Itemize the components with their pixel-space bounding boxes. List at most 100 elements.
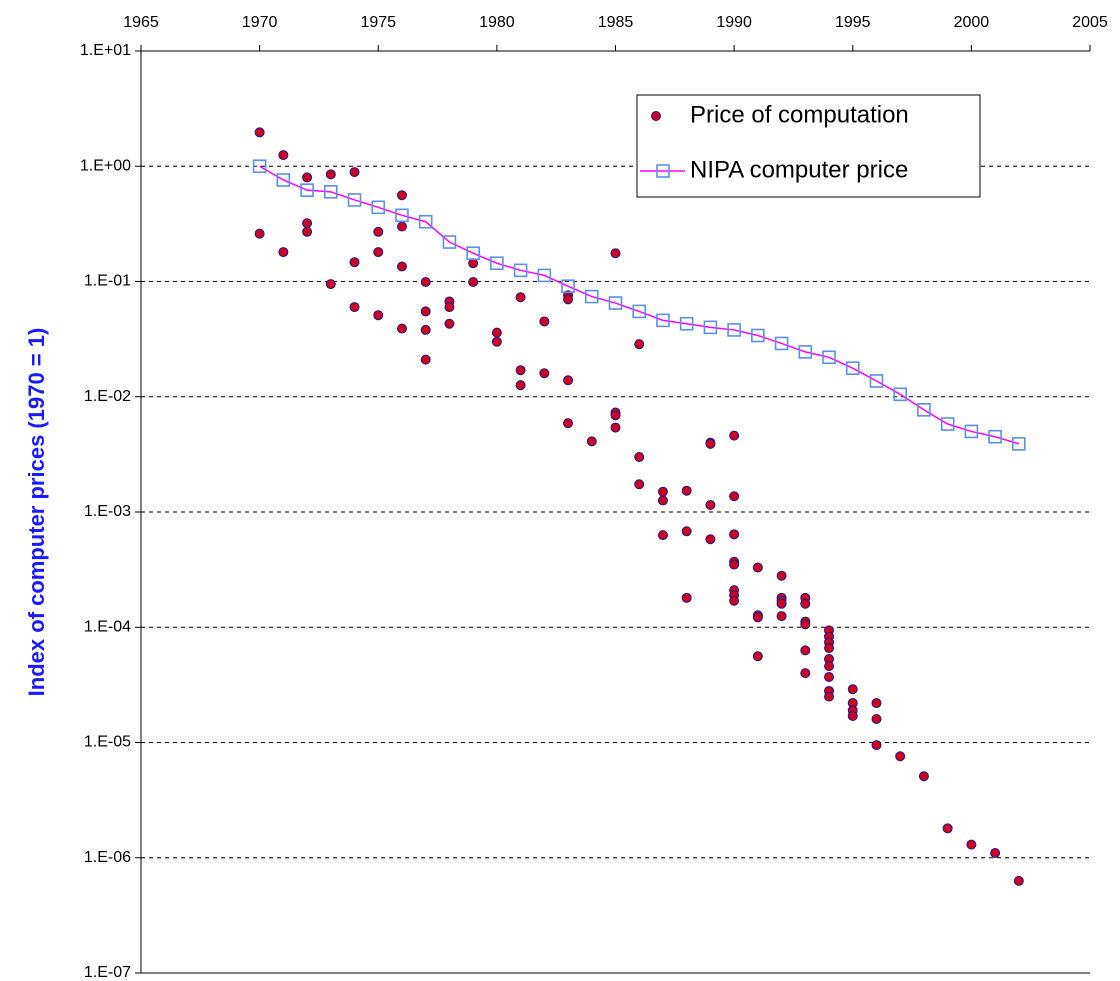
y-tick-label: 1.E-06 <box>84 849 131 866</box>
x-tick-label: 1990 <box>716 14 752 31</box>
legend-box <box>636 94 981 198</box>
line-marker <box>608 296 623 310</box>
x-tick-label: 1980 <box>479 14 515 31</box>
line-marker <box>822 350 836 365</box>
line-marker <box>656 313 670 328</box>
y-tick-label: 1.E-07 <box>84 964 131 981</box>
data-point <box>278 150 289 161</box>
line-marker <box>798 345 813 359</box>
y-tick-label: 1.E-01 <box>84 273 131 290</box>
data-point <box>847 684 858 695</box>
data-point <box>824 643 835 654</box>
data-point <box>942 823 953 834</box>
line-marker <box>774 336 789 351</box>
legend-label: Price of computation <box>690 101 909 128</box>
data-point <box>966 839 977 850</box>
data-point <box>444 302 455 313</box>
data-point <box>278 247 289 258</box>
data-point <box>396 261 407 272</box>
data-point <box>302 226 313 237</box>
line-marker <box>300 183 314 197</box>
data-point <box>325 169 336 180</box>
data-point <box>396 221 407 232</box>
x-tick-label: 2005 <box>1072 14 1108 31</box>
line-marker <box>893 387 908 402</box>
data-point <box>373 247 384 258</box>
line-marker <box>845 361 860 375</box>
data-point <box>420 354 431 365</box>
data-point <box>705 500 716 511</box>
line-marker <box>964 424 979 439</box>
data-point <box>634 479 645 490</box>
line-marker <box>371 200 386 215</box>
data-point <box>586 436 597 447</box>
data-point <box>895 751 906 762</box>
line-marker <box>276 173 291 187</box>
data-point <box>729 491 740 502</box>
data-point <box>800 645 811 656</box>
y-tick-label: 1.E+01 <box>80 42 131 59</box>
legend-label: NIPA computer price <box>690 156 908 183</box>
data-point <box>990 847 1001 858</box>
data-point <box>681 485 692 496</box>
data-point <box>373 310 384 321</box>
legend-marker <box>651 111 661 121</box>
data-point <box>539 316 550 327</box>
data-point <box>824 672 835 683</box>
data-point <box>871 713 882 724</box>
data-point <box>847 710 858 721</box>
line-marker <box>940 417 955 431</box>
data-point <box>373 226 384 237</box>
data-line <box>259 165 1020 445</box>
data-point <box>681 592 692 603</box>
data-point <box>824 661 835 672</box>
data-point <box>871 740 882 751</box>
y-tick-label: 1.E-02 <box>84 388 131 405</box>
data-point <box>610 410 621 421</box>
data-point <box>705 438 716 449</box>
data-point <box>729 559 740 570</box>
line-marker <box>751 328 765 343</box>
legend-marker <box>656 164 670 178</box>
y-axis-label: Index of computer prices (1970 = 1) <box>24 328 49 697</box>
x-tick-label: 1975 <box>360 14 396 31</box>
data-point <box>515 365 526 376</box>
data-point <box>729 595 740 606</box>
x-tick-label: 1970 <box>242 14 278 31</box>
data-point <box>824 691 835 702</box>
line-marker <box>1012 437 1026 451</box>
data-point <box>349 257 360 268</box>
line-marker <box>418 214 433 229</box>
data-point <box>515 292 526 303</box>
data-point <box>539 368 550 379</box>
data-point <box>349 302 360 313</box>
data-point <box>752 612 763 623</box>
x-tick-label: 1985 <box>598 14 634 31</box>
data-point <box>563 375 574 386</box>
data-point <box>752 651 763 662</box>
data-point <box>491 336 502 347</box>
data-point <box>657 530 668 541</box>
data-point <box>1013 875 1024 886</box>
y-tick-label: 1.E-04 <box>84 618 131 635</box>
data-point <box>515 380 526 391</box>
line-marker <box>347 193 362 207</box>
line-marker <box>490 256 504 271</box>
data-point <box>918 771 929 782</box>
data-point <box>396 190 407 201</box>
data-point <box>657 495 668 506</box>
data-point <box>468 258 479 269</box>
data-point <box>657 486 668 497</box>
data-point <box>325 279 336 290</box>
line-marker <box>703 320 718 335</box>
data-point <box>776 598 787 609</box>
data-point <box>800 619 811 630</box>
data-point <box>610 248 621 259</box>
line-marker <box>917 403 931 417</box>
data-point <box>800 598 811 609</box>
data-point <box>729 529 740 540</box>
y-tick-label: 1.E+00 <box>80 157 131 174</box>
data-point <box>349 167 360 178</box>
line-marker <box>988 429 1002 444</box>
